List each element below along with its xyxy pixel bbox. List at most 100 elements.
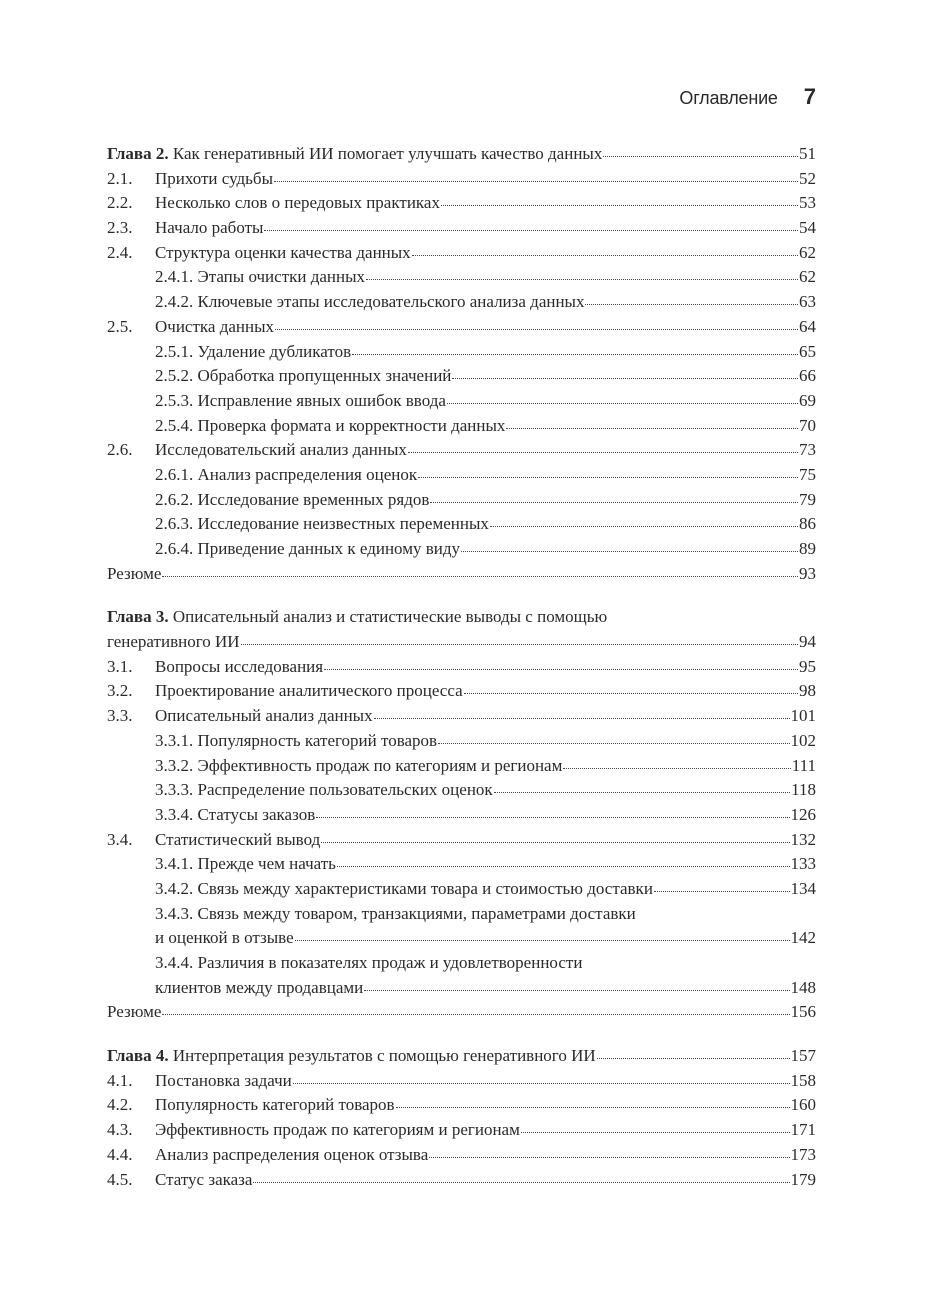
toc-entry[interactable]: 2.5.4. Проверка формата и корректности д… — [107, 414, 816, 439]
dot-leader — [506, 427, 798, 429]
toc-entry[interactable]: 3.4.4. Различия в показателях продаж и у… — [107, 951, 816, 976]
dot-leader — [438, 742, 790, 744]
toc-entry[interactable]: 3.4.1. Прежде чем начать 133 — [107, 852, 816, 877]
toc-entry[interactable]: 2.2. Несколько слов о передовых практиках… — [107, 191, 816, 216]
toc-entry[interactable]: 4.5. Статус заказа 179 — [107, 1168, 816, 1193]
entry-title: Популярность категорий товаров — [155, 1095, 395, 1115]
chapter-title: Как генеративный ИИ помогает улучшать ка… — [172, 144, 603, 163]
toc-entry[interactable]: 2.5. Очистка данных 64 — [107, 315, 816, 340]
toc-entry[interactable]: 3.3.1. Популярность категорий товаров 102 — [107, 729, 816, 754]
entry-title: Проектирование аналитического процесса — [155, 681, 463, 701]
dot-leader — [585, 303, 798, 306]
dot-leader — [366, 278, 798, 281]
page-ref: 111 — [791, 755, 816, 775]
dot-leader — [563, 767, 791, 769]
toc-entry[interactable]: 2.5.1. Удаление дубликатов 65 — [107, 340, 816, 365]
entry-title: Статус заказа — [155, 1169, 253, 1189]
toc-entry[interactable]: 3.3.3. Распределение пользовательских оц… — [107, 778, 816, 803]
section-number: 2.6. — [107, 440, 133, 460]
chapter-section: Глава 4. Интерпретация результатов с пом… — [107, 1044, 816, 1192]
entry-title: Связь между товаром, транзакциями, парам… — [197, 903, 636, 923]
toc-entry[interactable]: 4.1. Постановка задачи 158 — [107, 1069, 816, 1094]
toc-entry-continuation[interactable]: клиентов между продавцами 148 — [107, 976, 816, 1001]
chapter-label: Глава 4. — [107, 1046, 169, 1066]
section-number: 3.1. — [107, 656, 133, 676]
entry-title: Проверка формата и корректности данных — [197, 415, 506, 435]
entry-title: Ключевые этапы исследовательского анализ… — [197, 292, 585, 312]
dot-leader — [294, 939, 790, 942]
page-ref: 179 — [790, 1169, 817, 1189]
chapter-section: Глава 2. Как генеративный ИИ помогает ул… — [107, 142, 816, 586]
toc-entry[interactable]: 4.4. Анализ распределения оценок отзыва 17… — [107, 1143, 816, 1168]
dot-leader — [275, 328, 798, 330]
section-number: 4.5. — [107, 1169, 133, 1189]
entry-title: Прихоти судьбы — [155, 168, 274, 188]
chapter-title: Интерпретация результатов с помощью гене… — [172, 1046, 596, 1066]
page-ref: 73 — [799, 440, 816, 460]
section-number: 2.6.2. — [155, 489, 194, 509]
page-ref: 51 — [799, 144, 816, 163]
page-ref: 142 — [790, 928, 817, 948]
toc-entry[interactable]: 2.6. Исследовательский анализ данных 73 — [107, 438, 816, 463]
page-ref: 69 — [799, 390, 816, 410]
toc-entry[interactable]: 2.4.1. Этапы очистки данных 62 — [107, 265, 816, 290]
chapter-heading[interactable]: Глава 2. Как генеративный ИИ помогает ул… — [107, 142, 816, 167]
chapter-title: Описательный анализ и статистические выв… — [172, 607, 608, 627]
section-number: 2.1. — [107, 168, 133, 188]
toc-entry[interactable]: Резюме 156 — [107, 1000, 816, 1025]
page-ref: 62 — [799, 242, 816, 262]
entry-title: Постановка задачи — [155, 1070, 292, 1090]
entry-title: Эффективность продаж по категориям и рег… — [155, 1120, 520, 1140]
section-number: 4.3. — [107, 1120, 133, 1140]
dot-leader — [162, 1013, 790, 1016]
entry-title: Удаление дубликатов — [197, 341, 352, 361]
page-ref: 134 — [790, 878, 817, 898]
toc-entry[interactable]: 2.3. Начало работы 54 — [107, 216, 816, 241]
toc-entry-continuation[interactable]: и оценкой в отзыве 142 — [107, 926, 816, 951]
toc-entry[interactable]: 2.4.2. Ключевые этапы исследовательского… — [107, 290, 816, 315]
section-number: 3.3.2. — [155, 755, 194, 775]
entry-title-continuation: клиентов между продавцами — [155, 977, 364, 997]
toc-entry[interactable]: 2.5.3. Исправление явных ошибок ввода 69 — [107, 389, 816, 414]
dot-leader — [461, 550, 798, 552]
toc-entry[interactable]: 2.6.1. Анализ распределения оценок 75 — [107, 463, 816, 488]
toc-entry[interactable]: 2.4. Структура оценки качества данных 62 — [107, 241, 816, 266]
toc-entry[interactable]: 2.5.2. Обработка пропущенных значений 66 — [107, 364, 816, 389]
dot-leader — [440, 204, 798, 207]
section-number: 4.4. — [107, 1144, 133, 1164]
section-number: 3.3.1. — [155, 730, 194, 750]
dot-leader — [446, 402, 798, 404]
toc-entry[interactable]: 3.4.3. Связь между товаром, транзакциями… — [107, 902, 816, 927]
toc-entry[interactable]: 3.3.2. Эффективность продаж по категория… — [107, 754, 816, 779]
toc-entry[interactable]: 3.3. Описательный анализ данных 101 — [107, 704, 816, 729]
toc-entry[interactable]: 3.4. Статистический вывод 132 — [107, 828, 816, 853]
page-ref: 70 — [799, 415, 816, 435]
chapter-heading-continuation[interactable]: генеративного ИИ 94 — [107, 630, 816, 655]
toc-entry[interactable]: 3.3.4. Статусы заказов 126 — [107, 803, 816, 828]
entry-title: Резюме — [107, 563, 162, 583]
entry-title: Описательный анализ данных — [155, 706, 373, 726]
dot-leader — [253, 1181, 790, 1183]
entry-title: Статистический вывод — [155, 829, 321, 849]
toc-entry[interactable]: 4.2. Популярность категорий товаров 160 — [107, 1093, 816, 1118]
page-ref: 156 — [790, 1002, 817, 1022]
toc-entry[interactable]: 3.2. Проектирование аналитического процес… — [107, 679, 816, 704]
toc-entry[interactable]: 3.1. Вопросы исследования 95 — [107, 655, 816, 680]
toc-entry[interactable]: 2.6.3. Исследование неизвестных переменн… — [107, 512, 816, 537]
dot-leader — [463, 692, 798, 695]
dot-leader — [520, 1131, 790, 1134]
entry-title: Популярность категорий товаров — [197, 730, 438, 750]
toc-entry[interactable]: 2.6.2. Исследование временных рядов 79 — [107, 488, 816, 513]
dot-leader — [407, 451, 798, 454]
dot-leader — [430, 501, 798, 503]
toc-entry[interactable]: 2.1. Прихоти судьбы 52 — [107, 167, 816, 192]
chapter-heading[interactable]: Глава 4. Интерпретация результатов с пом… — [107, 1044, 816, 1069]
toc-entry[interactable]: 4.3. Эффективность продаж по категориям и… — [107, 1118, 816, 1143]
entry-title-continuation: и оценкой в отзыве — [155, 928, 294, 948]
entry-title: Связь между характеристиками товара и ст… — [197, 878, 653, 898]
chapter-heading[interactable]: Глава 3. Описательный анализ и статистич… — [107, 605, 816, 630]
toc-entry[interactable]: 2.6.4. Приведение данных к единому виду 8… — [107, 537, 816, 562]
toc-entry[interactable]: Резюме 93 — [107, 562, 816, 587]
page-ref: 62 — [799, 267, 816, 287]
toc-entry[interactable]: 3.4.2. Связь между характеристиками това… — [107, 877, 816, 902]
